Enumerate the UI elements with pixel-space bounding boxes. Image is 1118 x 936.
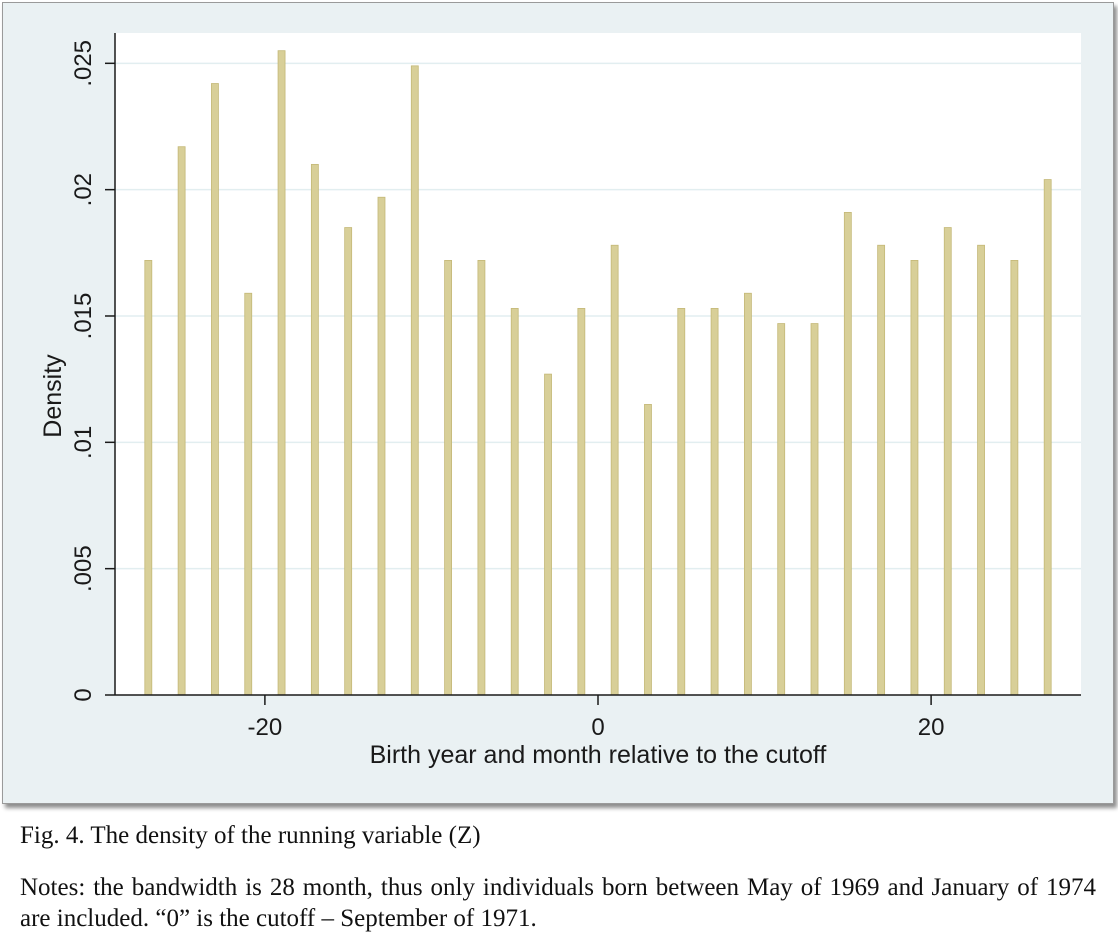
bar	[477, 260, 486, 696]
bar	[777, 323, 786, 696]
plot-area	[115, 33, 1081, 695]
bar	[211, 83, 219, 696]
bar	[977, 244, 985, 696]
bar	[610, 244, 619, 696]
tick-labels: 0 .005 .01 .015 .02 .025 -20 0 20	[70, 40, 944, 741]
y-tick-label: 0	[70, 688, 97, 701]
bar	[843, 211, 852, 696]
bar	[410, 65, 419, 696]
x-axis-label: Birth year and month relative to the cut…	[370, 741, 827, 769]
figure-caption: Fig. 4. The density of the running varia…	[20, 822, 481, 849]
y-tick-label: .025	[70, 40, 97, 87]
bar	[310, 163, 319, 696]
figure-notes: Notes: the bandwidth is 28 month, thus o…	[20, 874, 1096, 932]
bar	[510, 308, 519, 696]
bar	[144, 260, 153, 696]
density-chart: 0 .005 .01 .015 .02 .025 -20 0 20 Birth year and…	[39, 33, 1081, 769]
bar	[1010, 260, 1019, 696]
bars	[144, 50, 1052, 696]
bar	[344, 227, 353, 696]
y-tick-label: .015	[70, 293, 97, 340]
bar	[277, 50, 286, 696]
x-tick-label: 20	[918, 714, 945, 741]
bar	[810, 323, 819, 696]
bar	[743, 292, 752, 696]
bar	[877, 244, 886, 696]
bar	[577, 308, 586, 696]
y-tick-label: .02	[70, 173, 97, 206]
grid-lines	[115, 62, 1081, 570]
bar	[710, 308, 719, 696]
bar	[377, 196, 386, 696]
bar	[910, 260, 919, 696]
bar	[177, 146, 186, 696]
bar	[244, 292, 253, 696]
bar	[1043, 179, 1052, 696]
x-tick-label: 0	[591, 714, 604, 741]
bar	[644, 404, 652, 696]
y-axis-label: Density	[39, 354, 67, 438]
x-tick-label: -20	[248, 714, 283, 741]
y-tick-label: .01	[70, 426, 97, 459]
bar	[444, 260, 453, 696]
y-tick-label: .005	[70, 545, 97, 592]
figure-frame: 0 .005 .01 .015 .02 .025 -20 0 20 Birth year and…	[2, 2, 1114, 804]
bar	[943, 227, 952, 696]
bar	[677, 308, 686, 696]
bar	[544, 373, 552, 696]
